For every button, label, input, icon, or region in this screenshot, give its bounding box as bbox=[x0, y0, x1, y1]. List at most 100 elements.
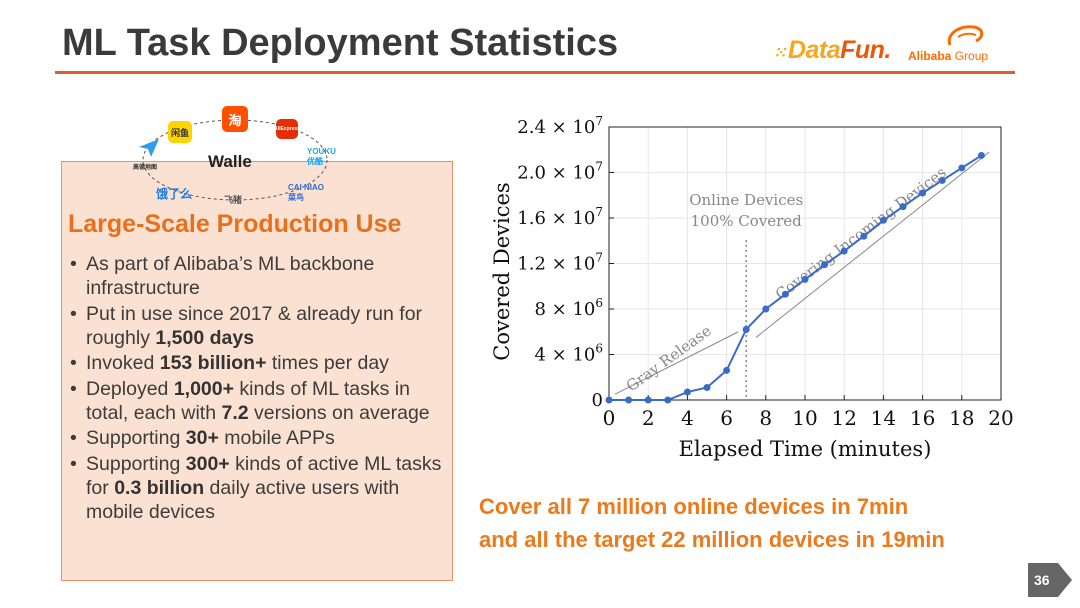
x-tick-label: 6 bbox=[720, 406, 733, 430]
bullet-item: Supporting 30+ mobile APPs bbox=[68, 426, 450, 450]
eleme-app-icon: 饿了么 bbox=[156, 187, 193, 201]
data-point bbox=[605, 396, 613, 404]
covering-incoming-annotation: Covering Incoming Devices bbox=[755, 151, 990, 338]
page-badge bbox=[1028, 563, 1072, 597]
data-point bbox=[860, 232, 868, 240]
xianyu-app-icon: 闲鱼 bbox=[168, 121, 192, 143]
bullet-text: kinds of ML tasks in total, each with bbox=[86, 377, 410, 424]
bullet-bold: 1,000+ bbox=[173, 377, 234, 400]
alibaba-group-logo: Alibaba Group bbox=[908, 49, 988, 63]
device-coverage-chart: 0 2 4 6 8 10 12 14 16 18 20 0 4 × 106 8 × 106 1.2 × 1… bbox=[490, 115, 1014, 461]
x-tick-label: 20 bbox=[988, 406, 1013, 430]
data-point bbox=[879, 216, 887, 224]
x-tick-label: 10 bbox=[792, 406, 817, 430]
bullet-item: Invoked 153 billion+ times per day bbox=[68, 351, 450, 375]
data-point bbox=[664, 396, 672, 404]
bullet-text: mobile APPs bbox=[218, 427, 335, 449]
data-point bbox=[938, 176, 946, 184]
covered-annotation: 100% Covered bbox=[691, 212, 803, 230]
series-points bbox=[605, 151, 985, 404]
x-tick-label: 12 bbox=[831, 406, 856, 430]
taobao-app-icon: 淘 bbox=[222, 106, 248, 132]
alibaba-smile-icon bbox=[947, 25, 984, 46]
x-tick-label: 0 bbox=[603, 406, 616, 430]
cainiao-app-icon: CAI NIAO 菜鸟 bbox=[288, 183, 324, 202]
x-tick-label: 14 bbox=[871, 406, 896, 430]
y-tick-label: 8 × 106 bbox=[534, 296, 603, 320]
bullet-bold: 30+ bbox=[185, 427, 219, 449]
walle-ring-diagram bbox=[142, 119, 328, 201]
y-tick-label: 1.2 × 107 bbox=[517, 251, 603, 275]
alibaba-logo-name: Alibaba bbox=[908, 49, 952, 63]
bullet-item: Supporting 300+ kinds of active ML tasks… bbox=[68, 452, 450, 524]
data-point bbox=[919, 189, 927, 197]
bullet-text: Put in use since 2017 & already run for … bbox=[86, 302, 423, 349]
x-tick-label: 8 bbox=[759, 406, 772, 430]
x-axis-ticks: 0 2 4 6 8 10 12 14 16 18 20 bbox=[603, 395, 1014, 430]
covering-arrow bbox=[755, 151, 990, 338]
data-point bbox=[840, 247, 848, 255]
y-tick-label: 1.6 × 107 bbox=[517, 205, 603, 229]
youku-app-icon: YOUKU 优酷 bbox=[307, 147, 336, 166]
bullet-text: As part of Alibaba’s ML backbone infrast… bbox=[86, 253, 375, 299]
y-tick-label: 4 × 106 bbox=[534, 342, 603, 366]
bullet-text: Deployed bbox=[86, 377, 174, 400]
bullet-bold: 153 billion+ bbox=[159, 352, 267, 374]
bullet-text: Invoked bbox=[86, 352, 160, 374]
y-tick-label: 0 bbox=[592, 390, 603, 411]
gray-release-label: Gray Release bbox=[623, 321, 715, 395]
x-axis-label: Elapsed Time (minutes) bbox=[679, 437, 932, 461]
y-tick-label: 2.0 × 107 bbox=[517, 160, 603, 184]
stats-bullet-list: As part of Alibaba’s ML backbone infrast… bbox=[68, 252, 450, 525]
x-tick-label: 18 bbox=[949, 406, 974, 430]
datafun-logo: ⁙DataFun. bbox=[773, 36, 891, 65]
data-point bbox=[683, 388, 691, 396]
x-tick-label: 4 bbox=[681, 406, 694, 430]
fliggy-app-icon: 飞猪 bbox=[224, 195, 243, 205]
alibaba-logo-group: Group bbox=[954, 49, 989, 63]
data-point bbox=[742, 325, 750, 333]
data-point bbox=[625, 396, 633, 404]
series-line bbox=[609, 154, 982, 401]
data-point bbox=[723, 366, 731, 374]
amap-app-label: 高德地图 bbox=[133, 165, 158, 171]
bullet-text: kinds of active ML tasks for bbox=[86, 452, 442, 499]
highlight-line-1: Cover all 7 million online devices in 7m… bbox=[479, 494, 909, 519]
data-point bbox=[958, 164, 966, 172]
highlight-line-2: and all the target 22 million devices in… bbox=[479, 527, 945, 552]
data-point bbox=[899, 203, 907, 211]
bullet-bold: 7.2 bbox=[221, 401, 249, 424]
bullet-bold: 300+ bbox=[185, 452, 230, 475]
bullet-text: Supporting bbox=[86, 452, 186, 475]
gray-release-arrow bbox=[614, 331, 739, 395]
data-point bbox=[801, 275, 809, 283]
y-axis-label: Covered Devices bbox=[490, 182, 514, 360]
data-point bbox=[977, 151, 985, 159]
datafun-dots-icon: ⁙ bbox=[773, 45, 786, 62]
bullet-text: Supporting bbox=[86, 427, 186, 449]
bullet-text: times per day bbox=[266, 352, 389, 374]
bullet-item: Deployed 1,000+ kinds of ML tasks in tot… bbox=[68, 377, 450, 425]
bullet-text: daily active users with mobile devices bbox=[86, 476, 400, 523]
datafun-logo-prefix: Data bbox=[787, 36, 841, 64]
bullet-item: Put in use since 2017 & already run for … bbox=[68, 302, 450, 350]
x-tick-label: 2 bbox=[642, 406, 655, 430]
y-tick-label: 2.4 × 107 bbox=[517, 115, 603, 138]
bullet-item: As part of Alibaba’s ML backbone infrast… bbox=[68, 252, 450, 300]
data-point bbox=[762, 305, 770, 313]
bullet-text: versions on average bbox=[248, 401, 430, 424]
data-point bbox=[781, 290, 789, 298]
data-point bbox=[644, 396, 652, 404]
bullet-bold: 1,500 days bbox=[155, 326, 255, 349]
amap-app-icon bbox=[139, 139, 159, 157]
title-underline bbox=[55, 71, 1015, 74]
page-number: 36 bbox=[1034, 572, 1050, 588]
bullet-bold: 0.3 billion bbox=[114, 476, 205, 499]
slide-title: ML Task Deployment Statistics bbox=[62, 22, 619, 64]
walle-label: Walle bbox=[208, 152, 252, 171]
online-devices-annotation: Online Devices bbox=[689, 191, 803, 209]
x-tick-label: 16 bbox=[910, 406, 935, 430]
y-axis-ticks: 0 4 × 106 8 × 106 1.2 × 107 1.6 × 107 2.0 × 1… bbox=[517, 115, 614, 411]
gray-release-annotation: Gray Release bbox=[614, 321, 739, 395]
